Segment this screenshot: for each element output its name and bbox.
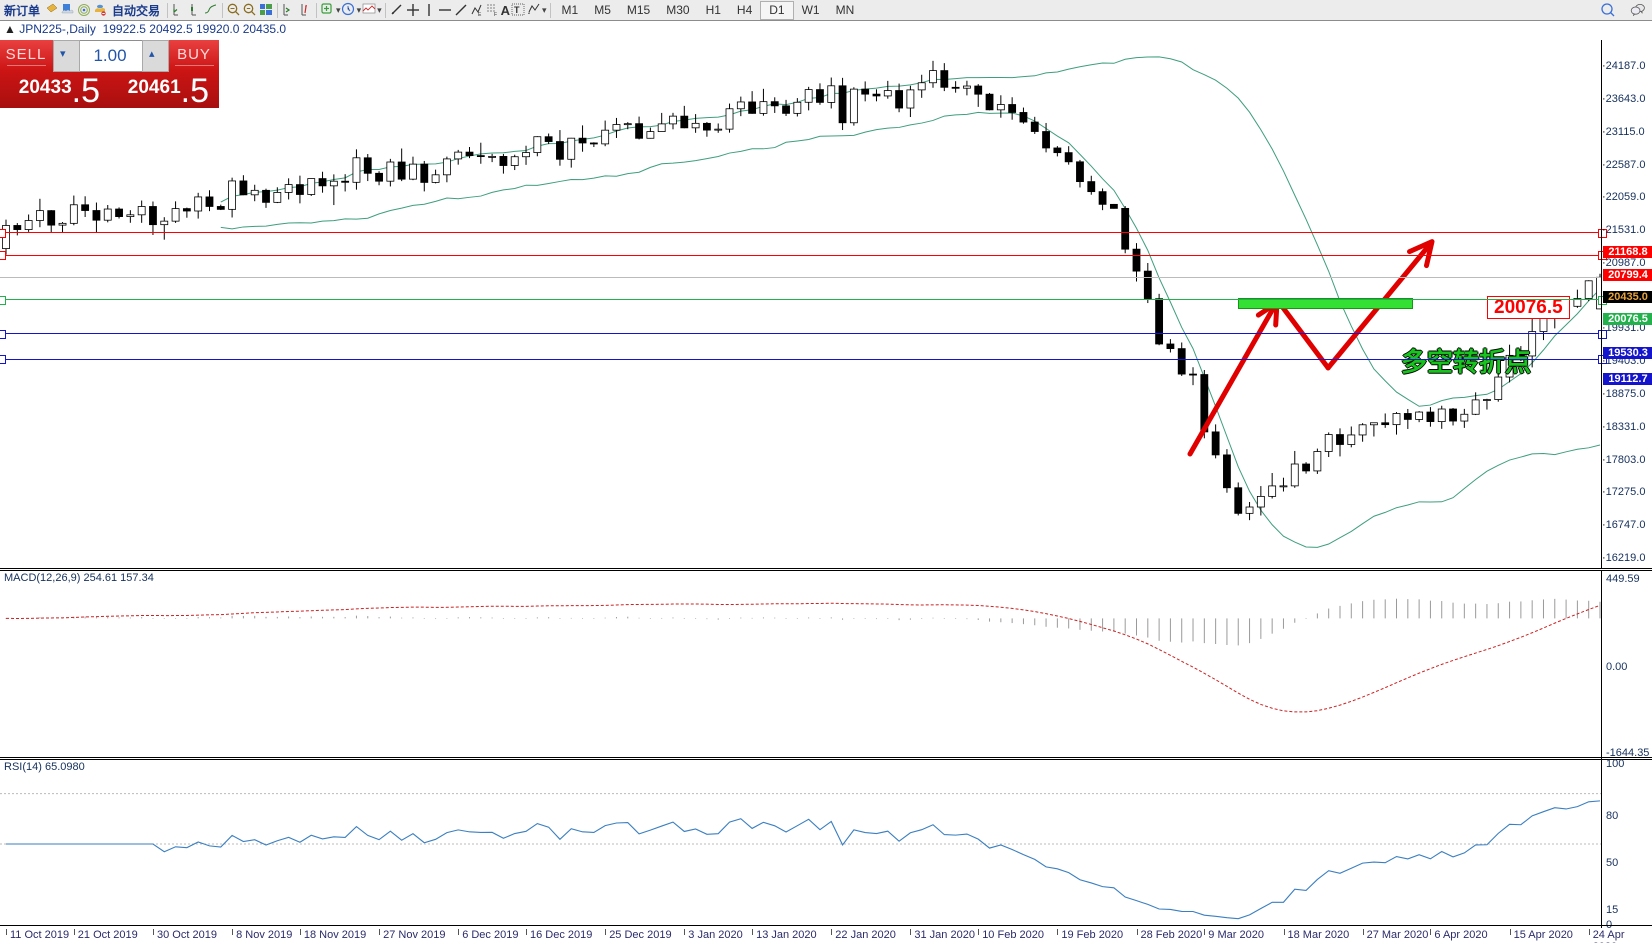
- svg-text:F: F: [494, 12, 497, 18]
- svg-text:T: T: [514, 5, 520, 15]
- svg-text:E: E: [478, 12, 482, 18]
